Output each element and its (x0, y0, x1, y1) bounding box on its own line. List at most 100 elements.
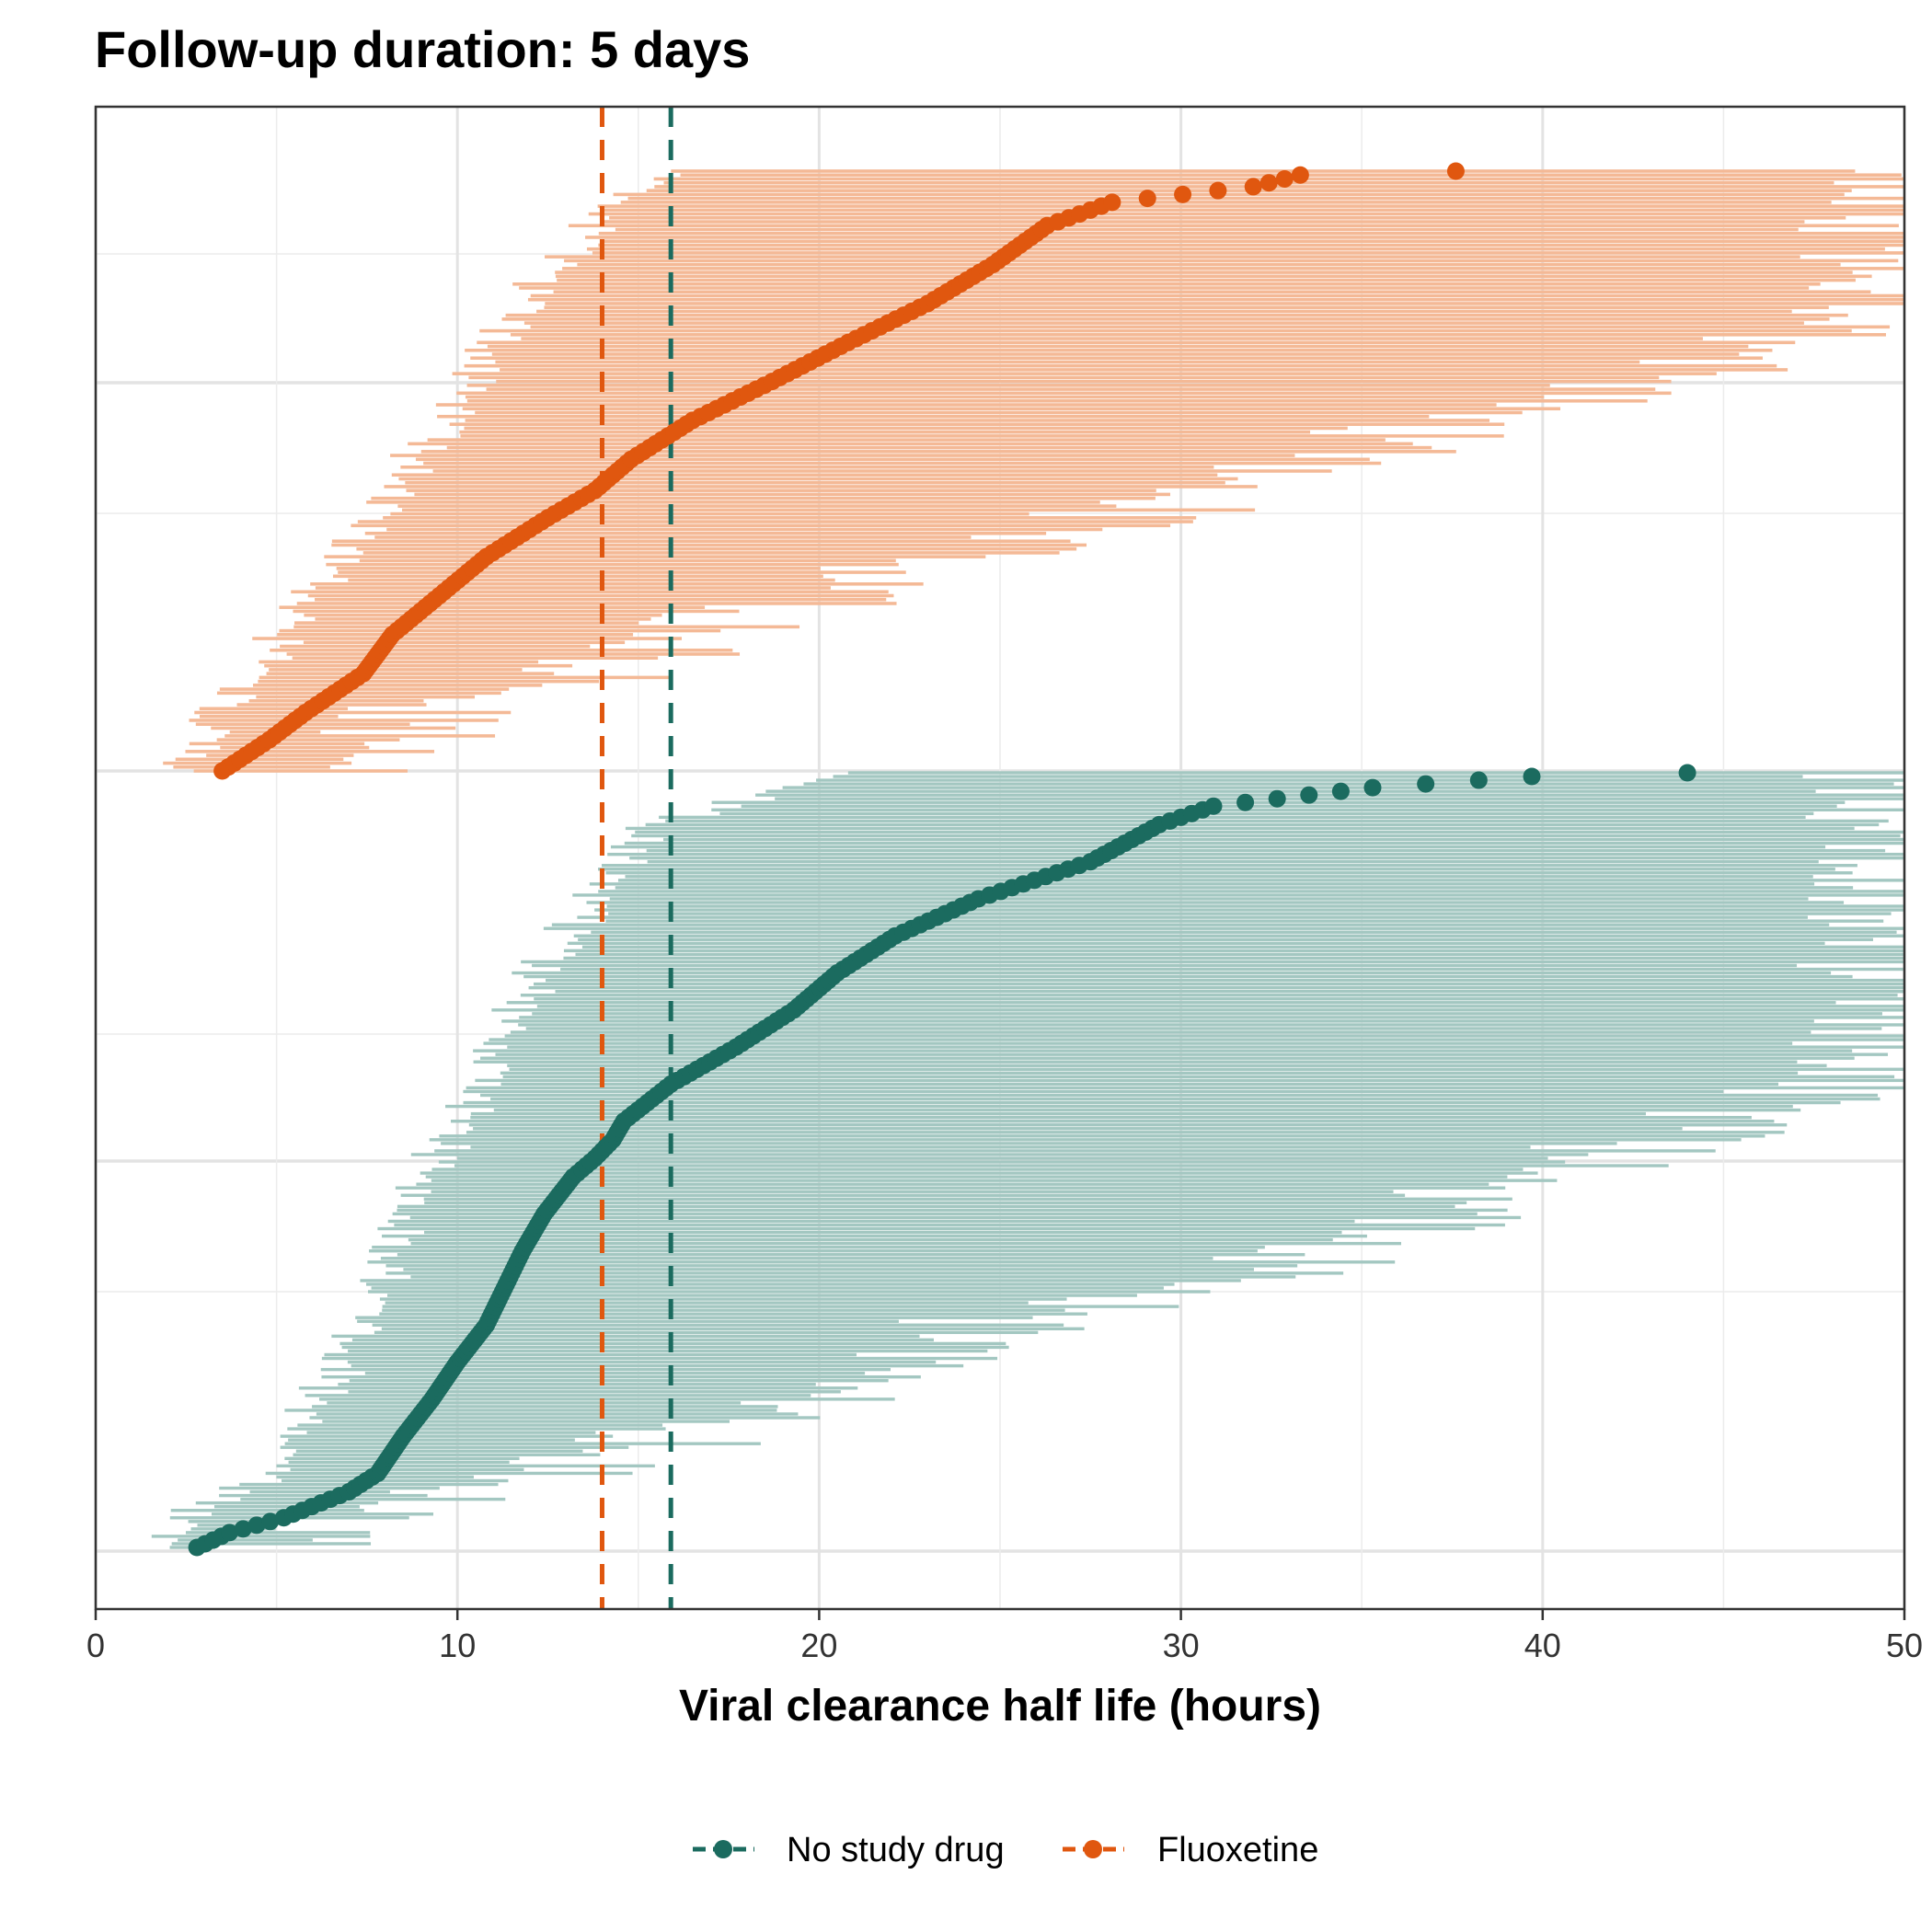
ci-bar-no-study-drug-65 (382, 1305, 1179, 1308)
ci-bar-no-study-drug-138 (504, 1034, 1904, 1038)
ci-bar-fluoxetine-65 (383, 516, 1197, 520)
x-axis-label: Viral clearance half life (hours) (679, 1682, 1321, 1731)
ci-bar-no-study-drug-12 (195, 1501, 379, 1505)
ci-bar-no-study-drug-46 (321, 1374, 921, 1379)
ci-bar-fluoxetine-31 (270, 648, 733, 652)
ci-bar-fluoxetine-124 (519, 286, 1810, 290)
ci-bar-no-study-drug-162 (581, 945, 1904, 949)
ci-bar-no-study-drug-39 (327, 1401, 742, 1405)
ci-bar-fluoxetine-77 (432, 469, 1332, 473)
confidence-intervals (151, 169, 1905, 1549)
ci-bar-fluoxetine-130 (577, 262, 1841, 267)
ci-bar-no-study-drug-61 (357, 1319, 899, 1323)
ci-bar-no-study-drug-142 (501, 1019, 1814, 1023)
ci-bar-no-study-drug-86 (377, 1226, 1476, 1231)
legend-label-fluoxetine: Fluoxetine (1157, 1831, 1318, 1869)
ci-bar-fluoxetine-139 (615, 227, 1799, 232)
point-no-study-drug-204 (1331, 782, 1350, 800)
ci-bar-fluoxetine-47 (315, 586, 831, 590)
ci-bar-fluoxetine-133 (592, 251, 1904, 255)
ci-bar-fluoxetine-89 (449, 422, 1505, 426)
ci-bar-fluoxetine-15 (194, 710, 512, 715)
ci-bar-no-study-drug-129 (509, 1067, 1905, 1071)
ci-bar-fluoxetine-117 (505, 313, 1848, 317)
ci-bar-fluoxetine-29 (292, 656, 659, 660)
ci-bar-no-study-drug-72 (360, 1279, 1241, 1282)
ci-bar-no-study-drug-18 (281, 1478, 509, 1483)
ci-bar-no-study-drug-160 (575, 952, 1904, 957)
ci-bar-no-study-drug-29 (288, 1438, 575, 1442)
legend: No study drug Fluoxetine (693, 1831, 1318, 1869)
ci-bar-fluoxetine-49 (348, 578, 835, 582)
x-tick-label-10: 10 (439, 1627, 476, 1664)
ci-bar-no-study-drug-24 (284, 1456, 520, 1461)
ci-bar-fluoxetine-8 (216, 738, 400, 742)
ci-bar-no-study-drug-16 (219, 1486, 440, 1490)
ci-bar-no-study-drug-92 (397, 1204, 1455, 1209)
ci-bar-fluoxetine-109 (487, 344, 1749, 349)
ci-bar-fluoxetine-99 (466, 384, 1550, 387)
ci-bar-no-study-drug-176 (572, 893, 1904, 897)
ci-bar-no-study-drug-52 (324, 1352, 857, 1357)
ci-bar-no-study-drug-150 (555, 990, 1904, 994)
ci-bar-no-study-drug-170 (577, 915, 1808, 919)
ci-bar-no-study-drug-177 (598, 890, 1904, 893)
point-fluoxetine-153 (1291, 166, 1309, 184)
ci-bar-no-study-drug-191 (663, 837, 1904, 842)
ci-bar-fluoxetine-21 (219, 687, 510, 691)
ci-bar-fluoxetine-78 (400, 465, 1214, 469)
ci-bar-fluoxetine-55 (324, 555, 986, 558)
ci-bar-fluoxetine-35 (277, 633, 634, 637)
ci-bar-fluoxetine-138 (598, 231, 1905, 236)
ci-bar-no-study-drug-105 (456, 1156, 1548, 1160)
ci-bar-fluoxetine-52 (336, 567, 821, 570)
ci-bar-no-study-drug-133 (495, 1052, 1889, 1056)
ci-bar-fluoxetine-129 (562, 267, 1904, 270)
ci-bar-no-study-drug-131 (473, 1060, 1798, 1064)
ci-bar-fluoxetine-30 (286, 652, 741, 656)
ci-bar-fluoxetine-76 (391, 473, 1218, 477)
ci-bar-no-study-drug-149 (520, 994, 1898, 997)
ci-bar-no-study-drug-181 (625, 875, 1813, 879)
ci-bar-no-study-drug-58 (374, 1330, 1039, 1335)
ci-bar-no-study-drug-48 (320, 1367, 891, 1372)
ci-bar-fluoxetine-84 (408, 442, 1413, 446)
ci-bar-no-study-drug-89 (409, 1215, 1522, 1220)
ci-bar-fluoxetine-45 (307, 593, 894, 598)
legend-key-point-no-study-drug (714, 1840, 732, 1858)
legend-item-fluoxetine: Fluoxetine (1063, 1831, 1318, 1869)
ci-bar-no-study-drug-77 (367, 1260, 1396, 1264)
ci-bar-no-study-drug-4 (185, 1531, 371, 1535)
ci-bar-fluoxetine-1 (173, 765, 330, 769)
ci-bar-no-study-drug-70 (371, 1286, 1164, 1290)
ci-bar-no-study-drug-209 (847, 771, 1905, 775)
ci-bar-no-study-drug-161 (563, 949, 1905, 953)
ci-bar-no-study-drug-189 (610, 845, 1826, 849)
ci-bar-fluoxetine-87 (459, 430, 1311, 434)
ci-bar-fluoxetine-132 (545, 255, 1800, 259)
ci-bar-fluoxetine-137 (585, 236, 1904, 239)
ci-bar-no-study-drug-148 (534, 997, 1904, 1001)
ci-bar-no-study-drug-132 (480, 1056, 1855, 1060)
ci-bar-no-study-drug-21 (290, 1467, 524, 1472)
x-tick-label-0: 0 (86, 1627, 105, 1664)
ci-bar-no-study-drug-206 (803, 782, 1894, 786)
ci-bar-no-study-drug-42 (348, 1390, 841, 1394)
ci-bar-fluoxetine-86 (460, 434, 1504, 438)
ci-bar-no-study-drug-167 (543, 926, 1904, 930)
ci-bar-no-study-drug-175 (609, 897, 1809, 901)
ci-bar-fluoxetine-28 (259, 660, 539, 664)
ci-bar-no-study-drug-106 (410, 1153, 1589, 1156)
ci-bar-fluoxetine-54 (359, 558, 896, 563)
ci-bar-no-study-drug-53 (348, 1349, 988, 1353)
ci-bar-fluoxetine-44 (315, 597, 887, 602)
point-fluoxetine-148 (1174, 185, 1192, 203)
ci-bar-no-study-drug-197 (659, 815, 1806, 820)
ci-bar-no-study-drug-68 (387, 1294, 1137, 1297)
ci-bar-fluoxetine-22 (253, 684, 543, 687)
ci-bar-no-study-drug-136 (483, 1041, 1793, 1045)
ci-bar-fluoxetine-4 (206, 753, 354, 757)
ci-bar-no-study-drug-10 (170, 1509, 364, 1512)
ci-bar-fluoxetine-58 (331, 543, 1087, 547)
ci-bar-no-study-drug-146 (536, 1005, 1905, 1008)
